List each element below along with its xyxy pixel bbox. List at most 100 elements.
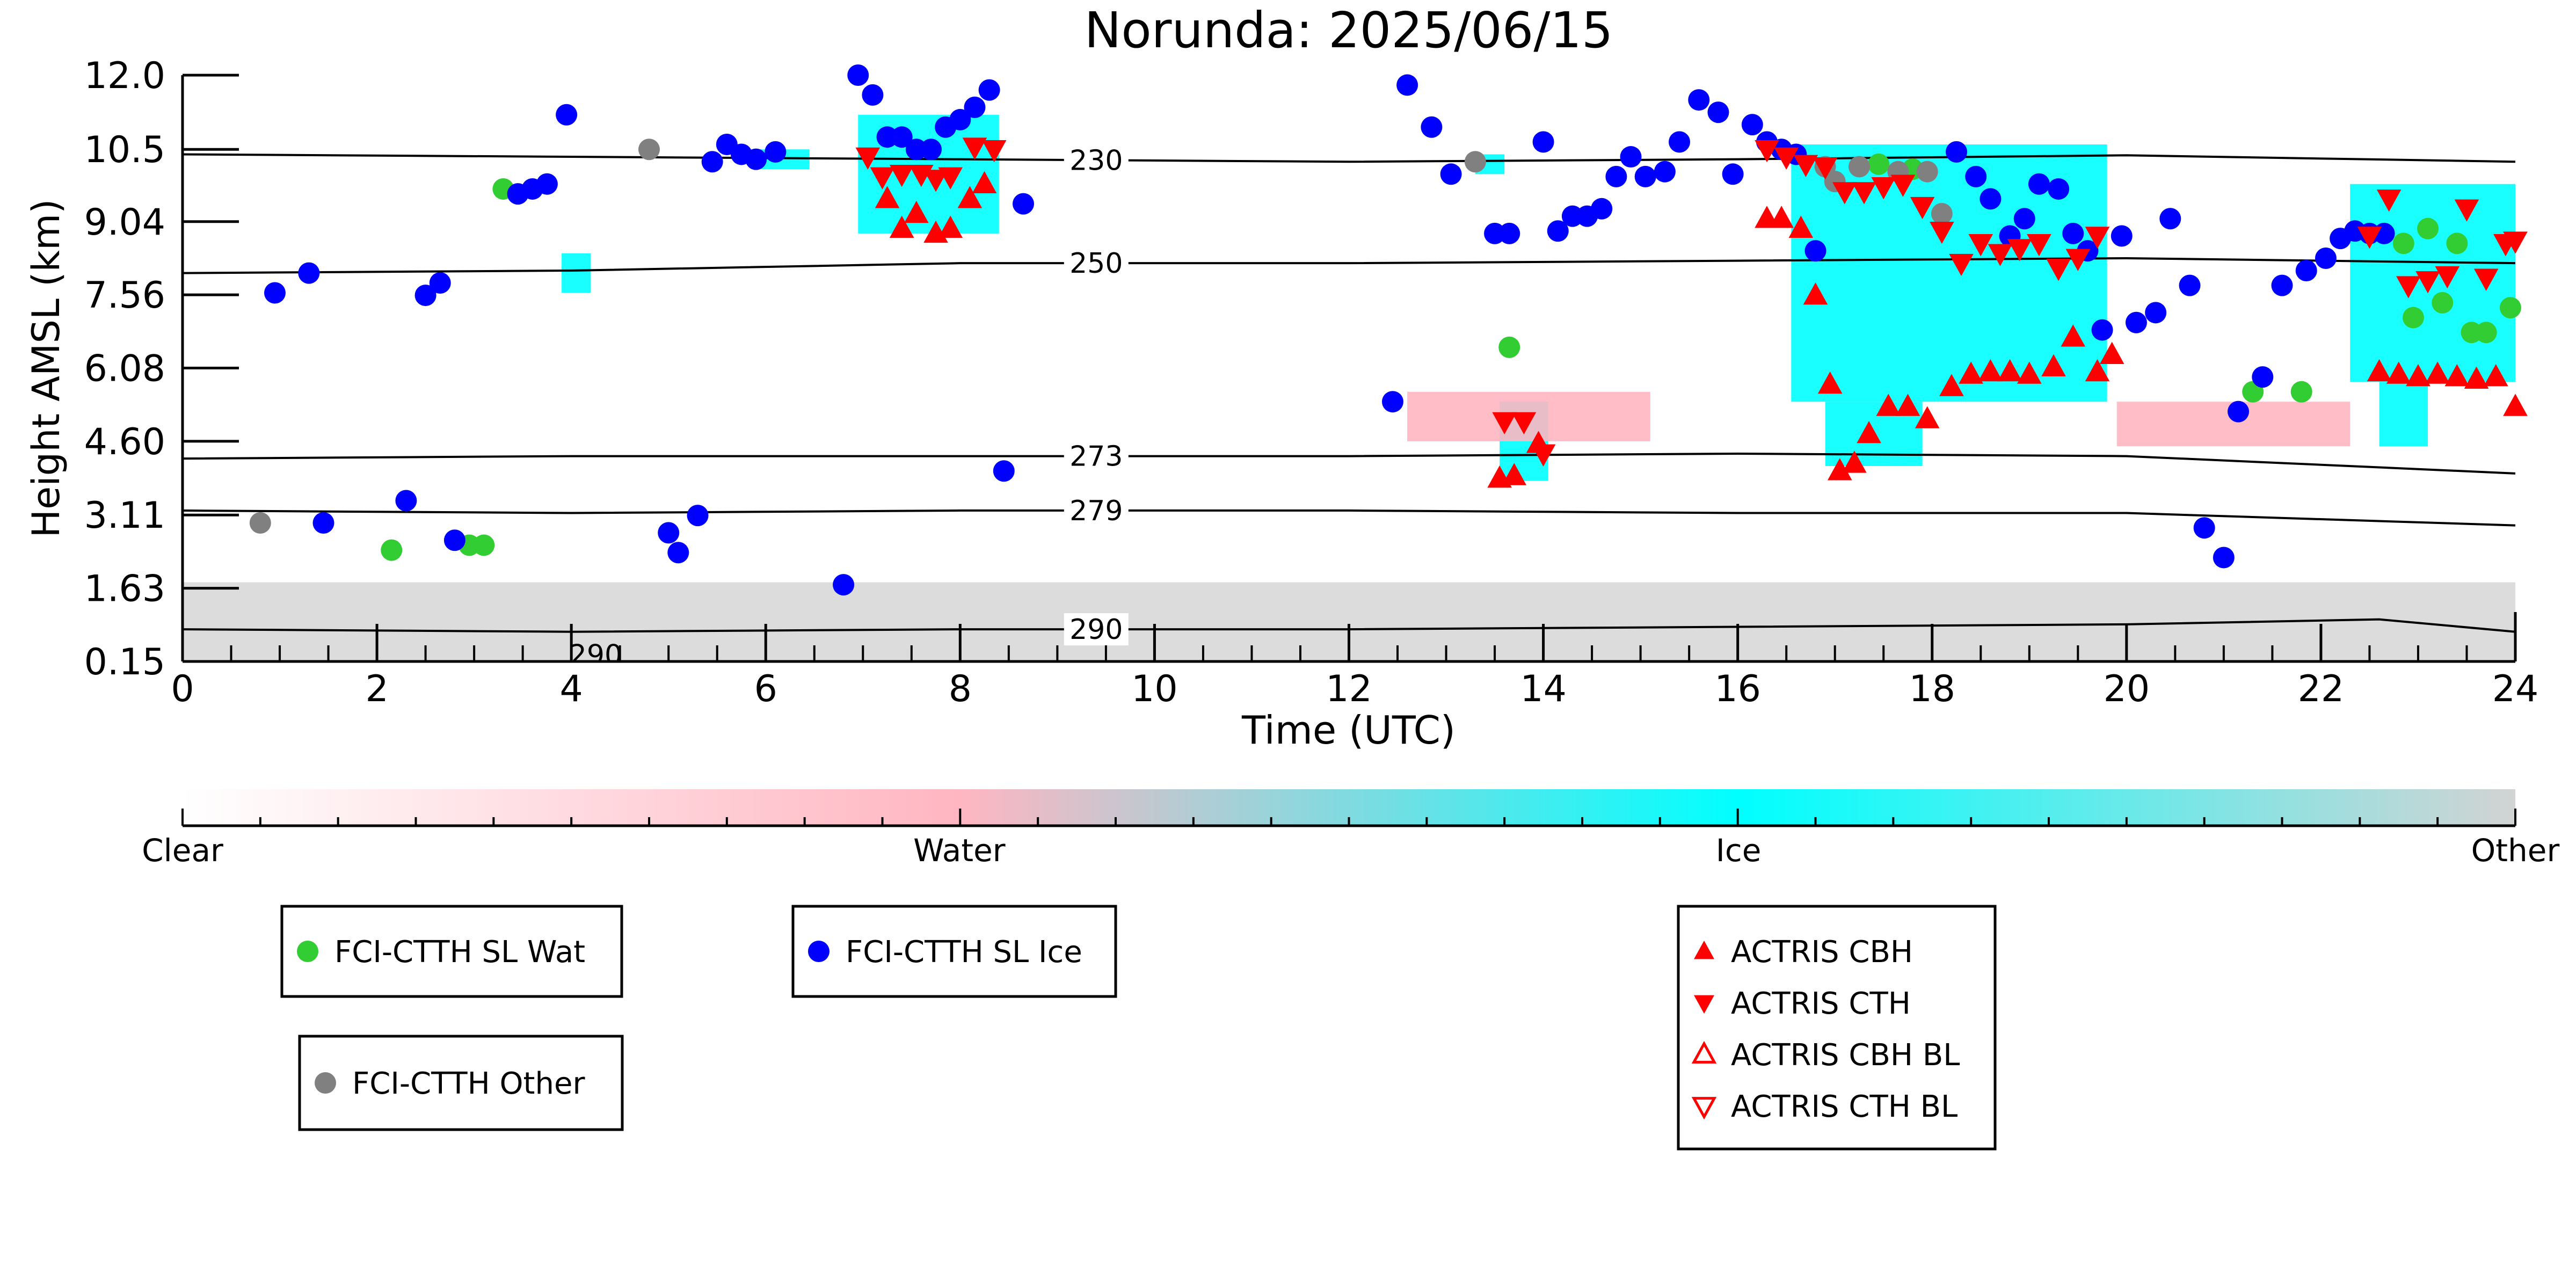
legend-entry: ACTRIS CBH [1731, 935, 1913, 970]
data-point [1939, 374, 1964, 396]
data-point [1842, 450, 1867, 473]
isotherm-lines: 230 250 273 279 290 290 [183, 144, 2515, 661]
legend-marker [1694, 941, 1714, 959]
data-point [2028, 173, 2050, 195]
data-point [429, 272, 451, 294]
data-point [2228, 401, 2250, 423]
data-point [264, 282, 286, 304]
data-point [1440, 163, 1462, 185]
data-point [2085, 227, 2110, 249]
legend-box [280, 905, 623, 998]
x-tick-label: 2 [365, 668, 388, 710]
isotherm-label: 250 [1069, 248, 1123, 280]
isotherm-label-bg [1064, 247, 1129, 280]
legend-marker [315, 1072, 336, 1094]
data-point [904, 201, 929, 223]
data-point [2503, 231, 2528, 254]
data-point [1591, 198, 1613, 220]
data-point [1464, 151, 1486, 173]
data-point [2271, 274, 2293, 296]
data-point [2386, 361, 2411, 384]
data-point [2017, 361, 2042, 384]
data-point [889, 215, 914, 238]
data-point [889, 165, 914, 187]
data-point [1381, 391, 1403, 413]
data-point [2454, 199, 2479, 222]
data-point [2357, 227, 2382, 249]
data-point [745, 148, 767, 170]
legend-entry: ACTRIS CTH BL [1731, 1089, 1958, 1124]
data-point [1531, 444, 1556, 467]
data-point [2435, 266, 2460, 289]
data-point [1769, 206, 1794, 228]
data-point [993, 460, 1015, 482]
x-tick-label: 6 [754, 668, 777, 710]
data-point [1707, 101, 1729, 123]
legend-boxes: FCI-CTTH SL Wat FCI-CTTH SL Ice FCI-CTTH O… [280, 905, 1997, 1151]
cloud-region-ice [2379, 382, 2428, 447]
data-point [2065, 249, 2091, 271]
y-tick-label: 7.56 [84, 274, 165, 317]
y-axis-label: Height AMSL (km) [24, 199, 68, 538]
y-tick-label: 10.5 [84, 129, 165, 171]
data-point [2444, 364, 2470, 387]
x-tick-label: 18 [1909, 668, 1955, 710]
x-axis-label: Time (UTC) [1241, 708, 1456, 753]
legend-entry: ACTRIS CTH [1731, 986, 1911, 1021]
data-point [2295, 260, 2317, 281]
data-point [1959, 361, 1983, 384]
data-point [1547, 220, 1569, 242]
data-point [1532, 131, 1554, 153]
data-point [2376, 190, 2402, 212]
data-point [1654, 161, 1676, 183]
data-point [2367, 359, 2392, 382]
isotherm-line [183, 452, 2515, 475]
y-tick-label: 6.08 [84, 348, 165, 390]
x-tick-label: 14 [1520, 668, 1567, 710]
data-point [1421, 116, 1443, 138]
data-point [1803, 282, 1828, 305]
data-point [1774, 147, 1799, 170]
y-tick-label: 3.11 [84, 494, 165, 537]
data-point [2041, 354, 2066, 376]
legend-marker [1694, 995, 1714, 1014]
data-point [2315, 247, 2337, 269]
legend-box [1677, 905, 1997, 1151]
data-point [1013, 193, 1035, 215]
data-point [2425, 361, 2450, 384]
data-point [2499, 297, 2521, 319]
isotherm-label: 230 [1069, 144, 1123, 177]
data-point [2417, 217, 2439, 239]
data-point [1871, 177, 1896, 200]
data-point [658, 522, 680, 544]
y-tick-label: 1.63 [84, 568, 165, 610]
data-point [1857, 421, 1881, 443]
data-point [1931, 203, 1953, 225]
y-tick-label: 0.15 [84, 641, 165, 683]
data-point [978, 79, 1000, 101]
category-colorbar: Clear Water Ice Other [142, 789, 2559, 869]
data-point [2091, 319, 2113, 341]
data-point [1915, 406, 1940, 428]
legend-entry: ACTRIS CBH BL [1731, 1038, 1960, 1073]
data-point [473, 534, 495, 556]
data-point [833, 574, 855, 596]
data-point [1634, 165, 1656, 187]
data-point [957, 186, 983, 208]
data-point [381, 539, 403, 561]
data-point [972, 171, 997, 194]
data-point [1965, 165, 1987, 187]
data-point [1895, 394, 1920, 416]
data-point [556, 104, 578, 126]
data-point [1498, 222, 1520, 244]
legend-box [298, 1035, 624, 1131]
data-point [2027, 234, 2051, 257]
data-point [667, 542, 689, 564]
data-point [536, 173, 558, 195]
isotherm-label: 273 [1069, 441, 1123, 473]
isotherm-label-bg [1064, 613, 1129, 646]
data-point [870, 167, 895, 190]
data-point [2061, 324, 2086, 347]
data-point [298, 262, 320, 284]
isotherm-line [183, 153, 2515, 163]
